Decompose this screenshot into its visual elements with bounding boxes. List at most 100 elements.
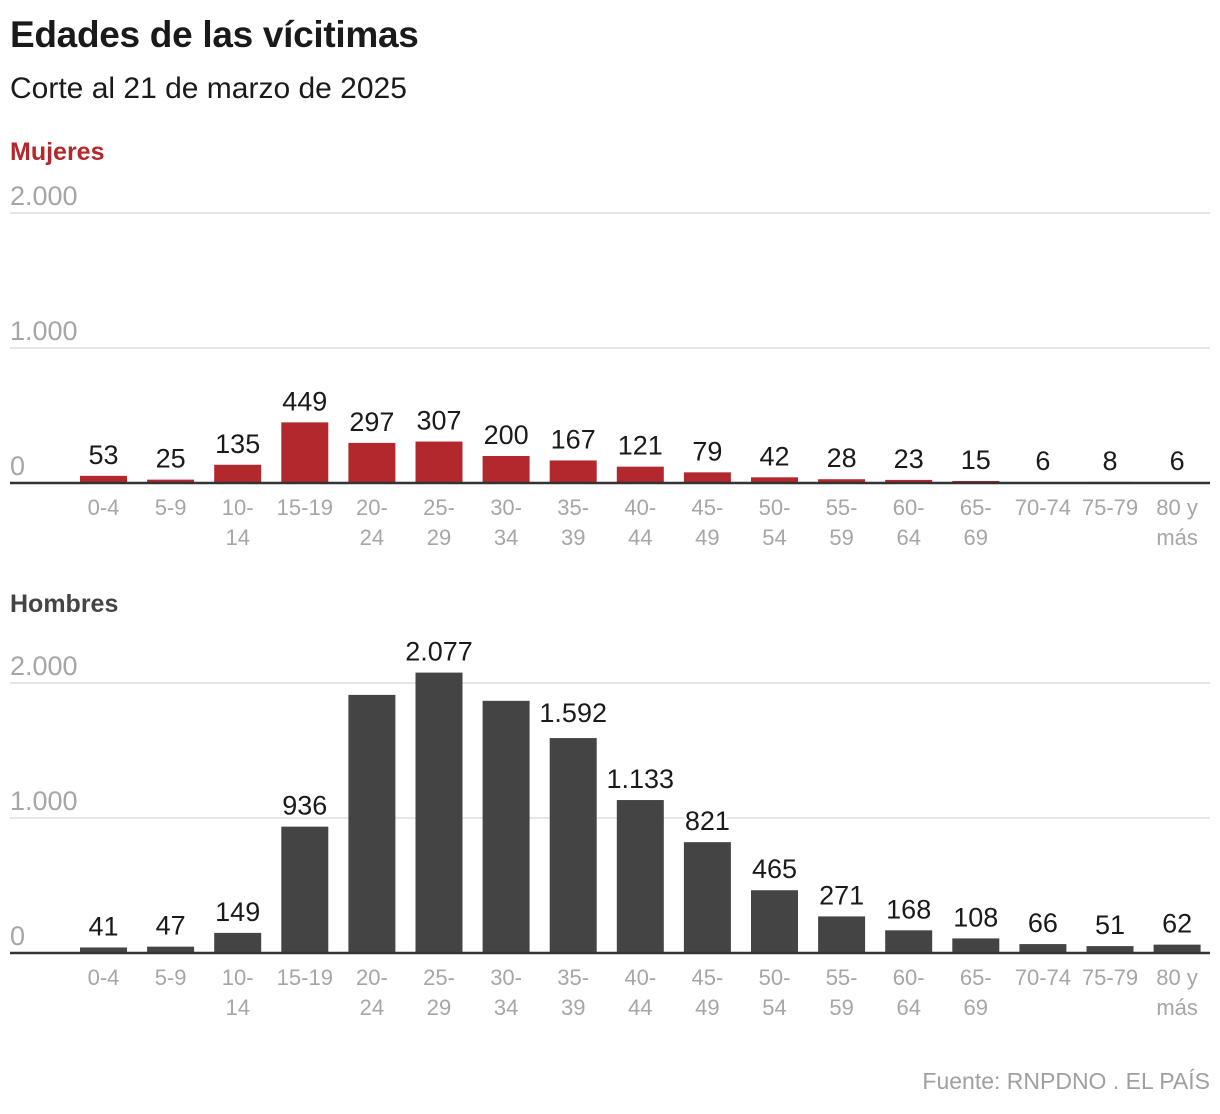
- data-label: 149: [215, 897, 260, 927]
- bar-55-59: [818, 479, 866, 483]
- x-tick-label: 39: [561, 995, 585, 1020]
- data-label: 121: [618, 431, 663, 461]
- x-tick-label: más: [1156, 995, 1198, 1020]
- bar-0-4: [80, 475, 127, 483]
- data-label: 1.592: [539, 698, 607, 728]
- x-tick-label: 50-: [759, 495, 791, 520]
- x-tick-label: 55-: [826, 965, 858, 990]
- x-tick-label: 5-9: [155, 495, 187, 520]
- bar-80-y-más: [1153, 944, 1201, 953]
- x-tick-label: 10-: [222, 495, 254, 520]
- x-tick-label: 35-: [557, 495, 589, 520]
- panel-title-hombres: Hombres: [10, 590, 119, 618]
- x-tick-label: 40-: [624, 495, 656, 520]
- data-label: 167: [551, 424, 596, 454]
- x-tick-label: 30-: [490, 495, 522, 520]
- x-tick-label: 24: [360, 525, 384, 550]
- y-tick-label: 2.000: [10, 181, 78, 211]
- x-tick-label: 54: [762, 995, 786, 1020]
- x-tick-label: más: [1156, 525, 1198, 550]
- data-label: 6: [1170, 446, 1185, 476]
- bar-45-49: [683, 842, 731, 953]
- data-label: 936: [282, 791, 327, 821]
- data-label: 108: [953, 902, 998, 932]
- x-tick-label: 80 y: [1156, 495, 1198, 520]
- x-tick-label: 80 y: [1156, 965, 1198, 990]
- x-tick-label: 75-79: [1082, 495, 1138, 520]
- data-label: 8: [1102, 446, 1117, 476]
- x-tick-label: 5-9: [155, 965, 187, 990]
- data-label: 41: [88, 911, 118, 941]
- x-tick-label: 35-: [557, 965, 589, 990]
- bar-40-44: [616, 800, 664, 953]
- y-tick-label: 1.000: [10, 316, 78, 346]
- x-tick-label: 45-: [692, 495, 724, 520]
- x-tick-label: 24: [360, 995, 384, 1020]
- bar-5-9: [147, 479, 195, 483]
- x-tick-label: 54: [762, 525, 786, 550]
- data-label: 6: [1035, 446, 1050, 476]
- bar-20-24: [348, 442, 396, 483]
- y-tick-label: 1.000: [10, 786, 78, 816]
- x-tick-label: 50-: [759, 965, 791, 990]
- x-tick-label: 34: [494, 995, 518, 1020]
- x-tick-label: 49: [695, 995, 719, 1020]
- data-label: 1.133: [607, 764, 675, 794]
- data-label: 135: [215, 429, 260, 459]
- bar-30-34: [482, 456, 530, 483]
- x-tick-label: 69: [964, 995, 988, 1020]
- data-label: 47: [156, 911, 186, 941]
- data-label: 271: [819, 880, 864, 910]
- x-tick-label: 20-: [356, 965, 388, 990]
- bar-15-19: [281, 826, 329, 953]
- data-label: 449: [282, 386, 327, 416]
- bar-0-4: [80, 947, 127, 953]
- bar-25-29: [415, 672, 463, 953]
- x-tick-label: 10-: [222, 965, 254, 990]
- x-tick-label: 29: [427, 525, 451, 550]
- x-tick-label: 14: [225, 525, 249, 550]
- bar-45-49: [683, 472, 731, 483]
- x-tick-label: 65-: [960, 965, 992, 990]
- data-label: 297: [349, 407, 394, 437]
- bar-60-64: [885, 930, 933, 953]
- data-label: 53: [88, 440, 118, 470]
- x-tick-label: 14: [225, 995, 249, 1020]
- x-tick-label: 25-: [423, 495, 455, 520]
- bar-50-54: [751, 890, 798, 953]
- chart-hombres: 0 1.000 2.000 41 47 149 936 2.077 1.592 1.133 821 4…: [10, 640, 1210, 1020]
- x-tick-label: 59: [829, 995, 853, 1020]
- x-tick-label: 20-: [356, 495, 388, 520]
- x-tick-label: 55-: [826, 495, 858, 520]
- bar-20-24: [348, 694, 396, 953]
- data-label: 200: [484, 420, 529, 450]
- bar-5-9: [147, 946, 195, 953]
- x-tick-label: 15-19: [277, 495, 333, 520]
- data-label: 2.077: [405, 640, 473, 667]
- x-tick-label: 29: [427, 995, 451, 1020]
- x-tick-label: 49: [695, 525, 719, 550]
- data-label: 42: [759, 441, 789, 471]
- x-tick-label: 40-: [624, 965, 656, 990]
- bar-65-69: [952, 938, 1000, 953]
- bar-70-74: [1019, 944, 1067, 953]
- bar-25-29: [415, 441, 463, 483]
- x-tick-label: 44: [628, 525, 652, 550]
- data-label: 23: [894, 444, 924, 474]
- data-label: 15: [961, 445, 991, 475]
- x-tick-label: 65-: [960, 495, 992, 520]
- bar-40-44: [616, 466, 664, 483]
- data-label: 62: [1162, 909, 1192, 939]
- x-tick-label: 60-: [893, 965, 925, 990]
- data-label: 465: [752, 854, 797, 884]
- bar-30-34: [482, 700, 530, 953]
- x-tick-label: 64: [896, 995, 920, 1020]
- bar-75-79: [1086, 946, 1134, 953]
- x-tick-label: 0-4: [88, 495, 120, 520]
- x-tick-label: 0-4: [88, 965, 120, 990]
- x-tick-label: 45-: [692, 965, 724, 990]
- data-label: 79: [692, 436, 722, 466]
- x-tick-label: 70-74: [1015, 495, 1071, 520]
- chart-title: Edades de las vícitimas: [10, 14, 419, 55]
- bar-15-19: [281, 422, 329, 483]
